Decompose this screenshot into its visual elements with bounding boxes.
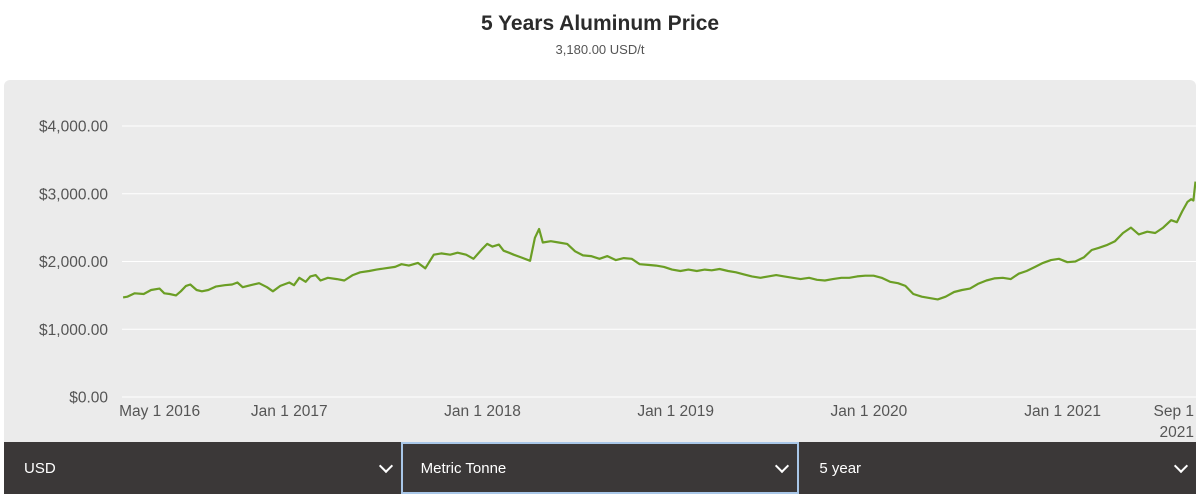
y-tick-label: $4,000.00 <box>39 119 108 136</box>
chevron-down-icon <box>775 458 790 474</box>
period-select-value: 5 year <box>819 459 862 477</box>
x-axis-labels: May 1 2016 Jan 1 2017 Jan 1 2018 Jan 1 2019… <box>119 403 1194 441</box>
chevron-down-icon <box>378 458 393 474</box>
grid-lines <box>122 125 1196 398</box>
x-tick-label: Jan 1 2017 <box>251 403 328 420</box>
y-axis-labels: $0.00 $1,000.00 $2,000.00 $3,000.00 $4,000.0… <box>39 119 108 407</box>
unit-select-value: Metric Tonne <box>420 459 507 477</box>
x-tick-label: Sep 1 <box>1153 403 1194 420</box>
price-line-chart[interactable]: $0.00 $1,000.00 $2,000.00 $3,000.00 $4,000.0… <box>4 80 1196 442</box>
x-tick-label: Jan 1 2020 <box>831 403 908 420</box>
chevron-down-icon <box>1173 458 1189 474</box>
price-series-line[interactable] <box>122 181 1196 301</box>
x-tick-label: Jan 1 2018 <box>444 403 521 420</box>
y-tick-label: $1,000.00 <box>39 322 108 339</box>
chart-controls-bar: USD Metric Tonne 5 year <box>4 442 1196 494</box>
currency-select[interactable]: USD <box>4 442 401 494</box>
chart-panel: $0.00 $1,000.00 $2,000.00 $3,000.00 $4,000.0… <box>4 80 1196 442</box>
period-select[interactable]: 5 year <box>799 442 1196 494</box>
unit-select[interactable]: Metric Tonne <box>400 442 800 494</box>
x-tick-label: May 1 2016 <box>119 403 200 420</box>
currency-select-value: USD <box>24 459 56 477</box>
series-layer <box>122 181 1196 301</box>
x-tick-label-year: 2021 <box>1160 424 1194 441</box>
x-tick-label: Jan 1 2021 <box>1024 403 1101 420</box>
y-tick-label: $2,000.00 <box>39 254 108 271</box>
current-price-subtitle: 3,180.00 USD/t <box>555 42 645 57</box>
chart-title: 5 Years Aluminum Price <box>480 12 720 35</box>
x-tick-label: Jan 1 2019 <box>637 403 714 420</box>
y-tick-label: $3,000.00 <box>39 186 108 203</box>
y-tick-label: $0.00 <box>69 390 108 407</box>
